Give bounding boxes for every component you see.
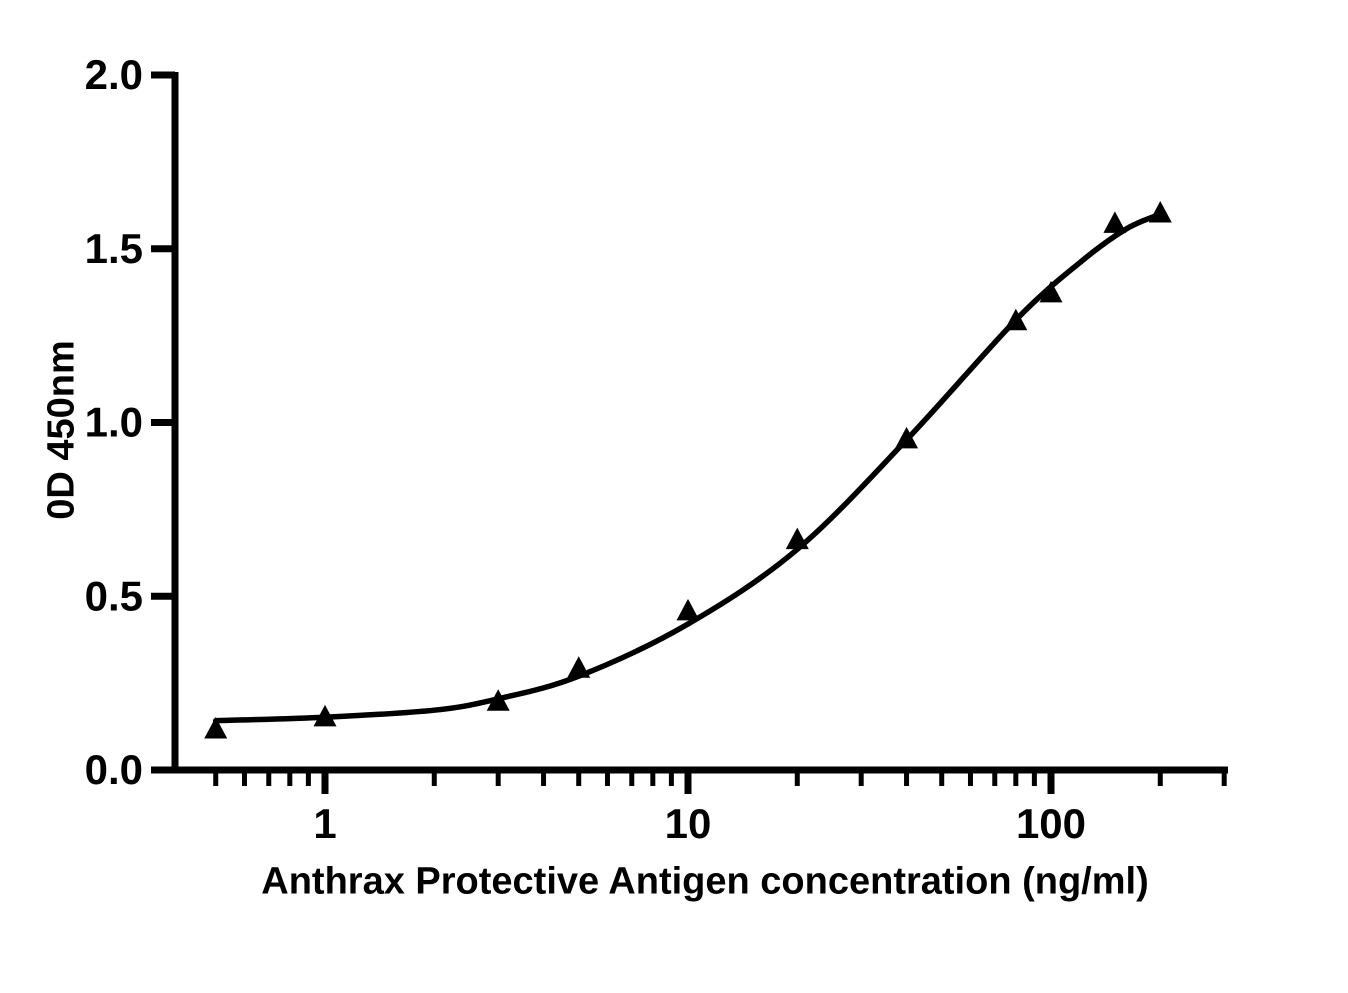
y-tick-label: 2.0 — [85, 51, 143, 98]
x-tick-label: 1 — [313, 800, 336, 847]
x-tick-label: 100 — [1016, 800, 1086, 847]
data-point-triangle — [567, 656, 591, 678]
y-tick-label: 0.0 — [85, 746, 143, 793]
data-point-triangle — [785, 527, 809, 550]
data-point-triangle — [1039, 280, 1063, 303]
data-point-triangle — [1148, 201, 1172, 223]
y-tick-label: 1.0 — [85, 399, 143, 446]
data-point-triangle — [1004, 308, 1028, 331]
y-axis-title: 0D 450nm — [40, 340, 83, 520]
y-tick-label: 0.5 — [85, 572, 143, 619]
data-point-triangle — [676, 598, 700, 621]
y-tick-label: 1.5 — [85, 225, 143, 272]
data-point-triangle — [1103, 211, 1127, 233]
fit-curve — [212, 211, 1164, 724]
data-point-triangle — [895, 426, 919, 449]
data-point-triangle — [313, 704, 337, 727]
data-point-triangle — [204, 717, 228, 739]
x-axis-title: Anthrax Protective Antigen concentration… — [261, 860, 1149, 903]
data-point-triangle — [486, 689, 510, 711]
x-tick-label: 10 — [665, 800, 712, 847]
